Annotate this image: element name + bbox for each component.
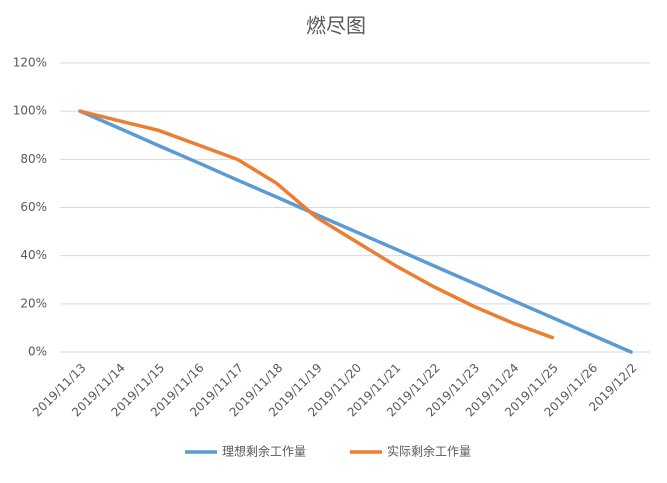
legend-label: 实际剩余工作量 bbox=[387, 444, 471, 459]
y-tick-label: 100% bbox=[13, 104, 47, 118]
y-tick-label: 40% bbox=[20, 248, 47, 262]
y-tick-label: 60% bbox=[20, 200, 47, 214]
y-tick-label: 120% bbox=[13, 56, 47, 70]
legend-label: 理想剩余工作量 bbox=[222, 444, 306, 459]
series-line bbox=[78, 109, 633, 354]
legend-item: 理想剩余工作量 bbox=[185, 444, 306, 459]
legend-item: 实际剩余工作量 bbox=[350, 444, 471, 459]
y-tick-label: 20% bbox=[20, 296, 47, 310]
chart-title: 燃尽图 bbox=[306, 14, 366, 38]
y-tick-label: 0% bbox=[28, 345, 47, 359]
series-line bbox=[78, 109, 555, 340]
y-tick-label: 80% bbox=[20, 152, 47, 166]
